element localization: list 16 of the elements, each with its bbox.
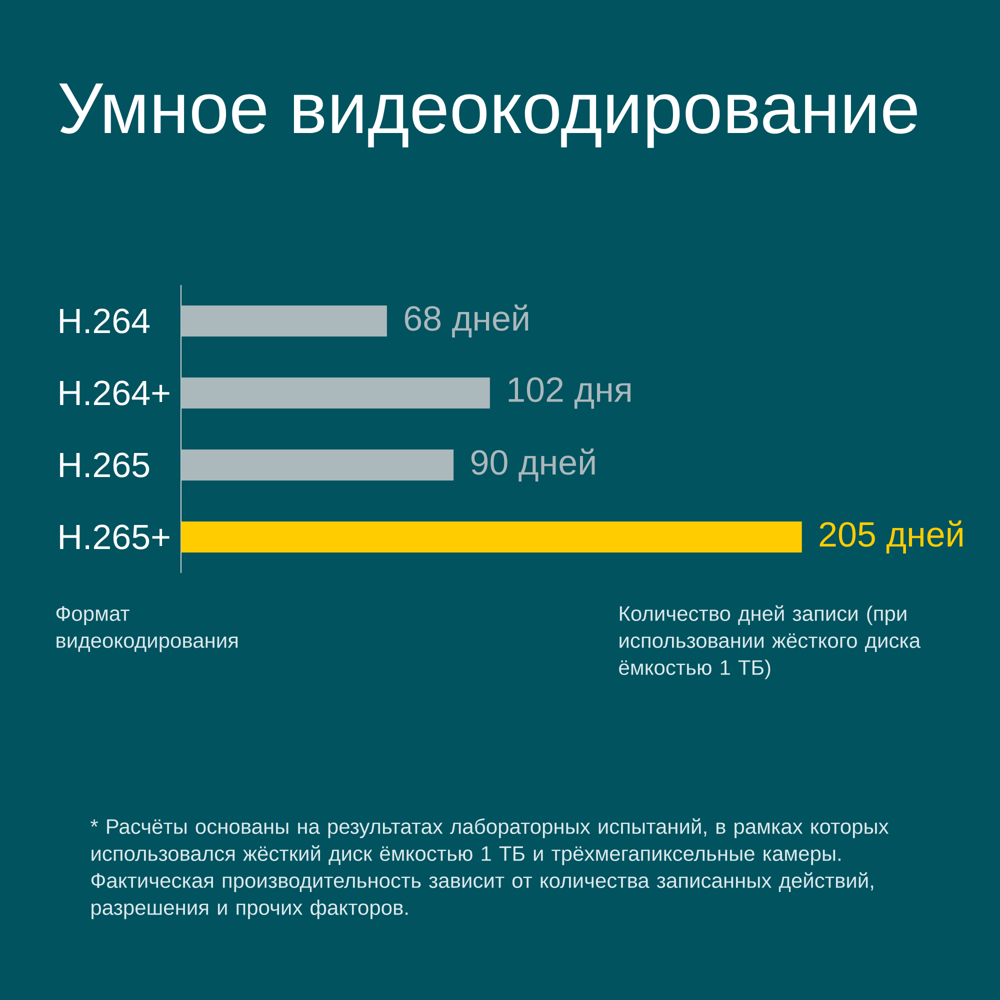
data-label: 90 дней	[471, 448, 595, 482]
bar	[181, 521, 802, 552]
bar	[181, 306, 387, 336]
chart-title: Умное видеокодирование	[59, 83, 917, 148]
text: * Расчёты основаны на результатах лабораторных испытаний, в рамках которых использовался жёсткий диск ёмкостью 1 ТБ и трёхмегапиксельные камеры. Фактическая производительность зависит от количества записанных действий, разрешения и прочих факторов.	[90, 818, 889, 920]
bar	[181, 450, 454, 480]
y-tick-label: H.265	[60, 452, 150, 478]
y-tick-label: H.265+	[60, 524, 170, 550]
y-tick-label: H.264	[60, 308, 150, 334]
data-label: 102 дня	[508, 377, 630, 409]
y-axis-title: Формат видеокодирования	[56, 606, 238, 652]
x-axis-title: Количество дней записи (при использовании жёсткого диска ёмкостью 1 ТБ)	[619, 605, 921, 680]
data-label: 205 дней	[820, 520, 962, 554]
data-label: 68 дней	[404, 304, 528, 338]
bar	[181, 378, 490, 408]
y-tick-label: H.264+	[60, 380, 170, 406]
